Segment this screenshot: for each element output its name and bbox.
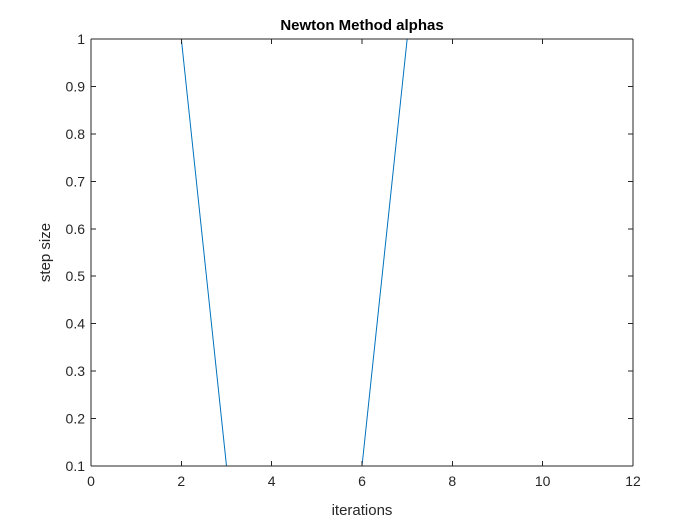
y-tick-label: 0.5 <box>66 268 86 284</box>
y-tick-label: 0.1 <box>66 458 86 474</box>
y-tick-label: 0.4 <box>66 316 86 332</box>
y-tick-label: 0.8 <box>66 126 86 142</box>
x-tick-label: 0 <box>87 473 95 489</box>
y-tick-label: 0.7 <box>66 173 86 189</box>
y-tick-label: 0.3 <box>66 363 86 379</box>
y-tick-label: 0.6 <box>66 221 86 237</box>
ticks-layer: 0 2 4 6 8 10 12 0.1 0.2 0.3 0.4 0.5 0.6 0.7 0.8 0.9 1 <box>66 31 641 489</box>
x-tick-label: 6 <box>358 473 366 489</box>
x-tick-label: 10 <box>535 473 551 489</box>
y-axis-label: step size <box>37 223 54 282</box>
y-tick-label: 0.9 <box>66 78 86 94</box>
x-tick-label: 2 <box>177 473 185 489</box>
x-axis-label: iterations <box>332 502 393 519</box>
y-tick-label: 0.2 <box>66 411 86 427</box>
y-tick-label: 1 <box>77 31 85 47</box>
x-tick-label: 8 <box>448 473 456 489</box>
plot-area <box>91 39 633 466</box>
x-tick-label: 4 <box>268 473 276 489</box>
x-tick-label: 12 <box>625 473 641 489</box>
chart-title: Newton Method alphas <box>280 17 443 34</box>
